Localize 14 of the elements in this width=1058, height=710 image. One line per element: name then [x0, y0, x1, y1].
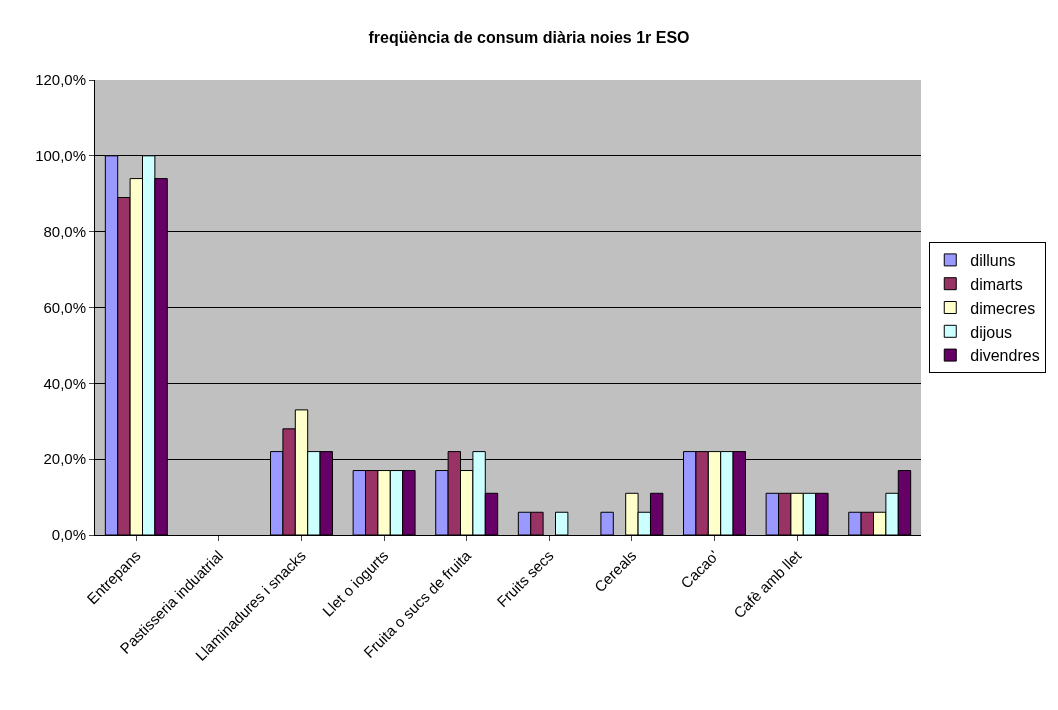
y-tick-label: 60,0%	[43, 298, 86, 316]
legend-label: dijous	[970, 323, 1013, 341]
y-tick-label: 80,0%	[43, 222, 86, 240]
y-tick-label: 40,0%	[43, 374, 86, 392]
legend-label: divendres	[970, 347, 1040, 365]
legend-label: dilluns	[970, 252, 1016, 270]
legend-label: dimecres	[970, 299, 1036, 317]
chart-title: freqüència de consum diària noies 1r ESO	[368, 29, 690, 47]
y-tick-label: 120,0%	[35, 71, 86, 89]
legend-label: dimarts	[970, 275, 1023, 293]
x-tick-label: Cafè amb llet	[730, 546, 806, 622]
y-tick-label: 0,0%	[51, 526, 86, 544]
y-tick-label: 20,0%	[43, 450, 86, 468]
y-tick-label: 100,0%	[35, 147, 86, 165]
